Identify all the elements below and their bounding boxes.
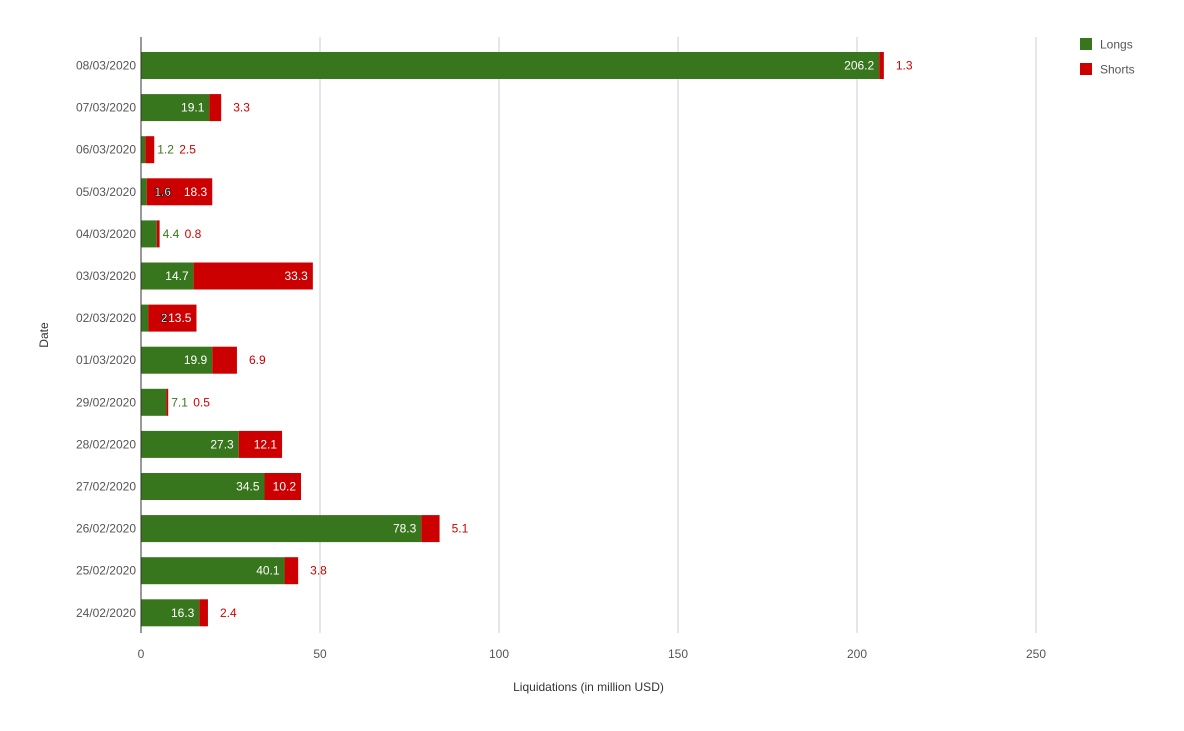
y-tick-label: 25/02/2020	[76, 564, 136, 578]
data-label-shorts: 1.3	[896, 59, 913, 73]
data-label-longs: 40.1	[256, 564, 280, 578]
bar-shorts	[212, 346, 237, 374]
data-label-longs: 19.1	[181, 101, 205, 115]
data-label-longs: 1.6	[154, 185, 171, 199]
data-label-longs: 16.3	[171, 606, 195, 620]
y-tick-label: 27/02/2020	[76, 480, 136, 494]
bar-longs	[141, 178, 147, 206]
x-tick-label: 0	[138, 647, 145, 661]
y-tick-label: 03/03/2020	[76, 269, 136, 283]
y-tick-label: 02/03/2020	[76, 311, 136, 325]
y-tick-label: 01/03/2020	[76, 353, 136, 367]
legend-swatch-shorts	[1080, 63, 1092, 75]
y-tick-label: 05/03/2020	[76, 185, 136, 199]
data-label-shorts: 2.4	[220, 606, 237, 620]
bar-longs	[141, 220, 157, 248]
data-label-shorts: 6.9	[249, 353, 266, 367]
bar-longs	[141, 430, 239, 458]
bars	[141, 52, 884, 627]
legend-label-longs: Longs	[1100, 38, 1133, 52]
bar-longs	[141, 262, 194, 290]
bar-shorts	[156, 220, 160, 248]
y-tick-label: 28/02/2020	[76, 437, 136, 451]
data-label-shorts: 3.8	[310, 564, 327, 578]
bar-shorts	[193, 262, 313, 290]
legend: Longs Shorts	[1080, 38, 1135, 77]
data-label-longs: 27.3	[210, 437, 234, 451]
x-tick-label: 150	[668, 647, 688, 661]
bar-longs	[141, 473, 265, 500]
legend-swatch-longs	[1080, 38, 1092, 50]
data-label-longs: 1.2	[157, 143, 174, 157]
data-label-longs: 206.2	[844, 59, 874, 73]
bar-shorts	[238, 430, 283, 458]
data-label-shorts: 12.1	[254, 437, 278, 451]
data-label-shorts: 0.8	[185, 227, 202, 241]
data-label-shorts: 2.5	[179, 143, 196, 157]
y-tick-label: 06/03/2020	[76, 143, 136, 157]
data-label-longs: 78.3	[393, 522, 417, 536]
y-tick-label: 26/02/2020	[76, 522, 136, 536]
y-tick-label: 07/03/2020	[76, 101, 136, 115]
bar-longs	[141, 557, 285, 585]
x-tick-label: 100	[489, 647, 509, 661]
data-label-shorts: 10.2	[273, 480, 297, 494]
bar-shorts	[145, 136, 155, 164]
bar-shorts	[284, 557, 299, 585]
data-label-longs: 19.9	[184, 353, 208, 367]
bar-longs	[141, 94, 210, 122]
bar-longs	[141, 136, 146, 164]
bar-shorts	[879, 52, 884, 79]
bar-shorts	[199, 599, 208, 627]
data-label-shorts: 18.3	[184, 185, 208, 199]
bar-shorts	[146, 178, 213, 206]
bar-longs	[141, 388, 167, 416]
data-labels: 206.2 1.3 19.1 3.3 1.2 2.5 1.6 18.3 4.4 0.8 14.7 33…	[154, 59, 913, 620]
data-label-longs: 34.5	[236, 480, 260, 494]
bar-longs	[141, 304, 149, 332]
data-label-shorts: 13.5	[168, 311, 192, 325]
y-axis-title: Date	[37, 322, 51, 348]
legend-label-shorts: Shorts	[1100, 63, 1135, 77]
data-label-longs: 4.4	[163, 227, 180, 241]
data-label-longs: 14.7	[165, 269, 189, 283]
bar-shorts	[209, 94, 222, 122]
x-tick-labels: 0 50 100 150 200 250	[138, 647, 1047, 661]
x-axis-title: Liquidations (in million USD)	[513, 680, 664, 694]
y-tick-label: 24/02/2020	[76, 606, 136, 620]
x-tick-label: 50	[313, 647, 327, 661]
data-label-longs: 2	[161, 311, 168, 325]
data-label-longs: 7.1	[171, 395, 188, 409]
y-tick-labels: 08/03/2020 07/03/2020 06/03/2020 05/03/2020…	[76, 59, 136, 620]
x-tick-label: 200	[847, 647, 867, 661]
x-tick-label: 250	[1026, 647, 1046, 661]
data-label-shorts: 3.3	[233, 101, 250, 115]
y-tick-label: 29/02/2020	[76, 395, 136, 409]
bar-longs	[141, 599, 200, 627]
bar-shorts	[264, 473, 302, 500]
data-label-shorts: 0.5	[193, 395, 210, 409]
bar-longs	[141, 515, 422, 543]
bar-longs	[141, 346, 213, 374]
y-tick-label: 04/03/2020	[76, 227, 136, 241]
gridlines	[319, 37, 1037, 633]
data-label-shorts: 33.3	[284, 269, 308, 283]
data-label-shorts: 5.1	[452, 522, 469, 536]
bar-shorts	[148, 304, 197, 332]
bar-shorts	[421, 515, 440, 543]
y-tick-label: 08/03/2020	[76, 59, 136, 73]
bar-shorts	[166, 388, 169, 416]
bar-longs	[141, 52, 880, 79]
